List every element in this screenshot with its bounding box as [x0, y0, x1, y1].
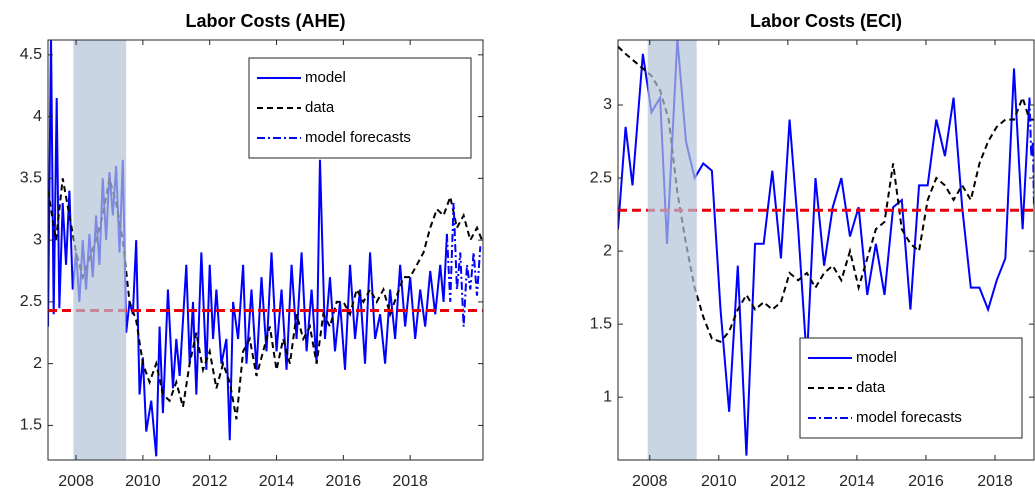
chart-title: Labor Costs (AHE)	[185, 11, 345, 31]
series-line	[445, 203, 482, 327]
shaded-region	[73, 40, 127, 460]
x-tick-label: 2014	[839, 473, 875, 490]
legend-label: data	[856, 379, 886, 396]
y-tick-label: 4	[33, 108, 42, 125]
x-tick-label: 2016	[908, 473, 944, 490]
series-line	[1028, 97, 1034, 208]
legend: model data model forecasts	[799, 337, 1023, 439]
y-tick-label: 2.5	[20, 293, 42, 310]
axes-box	[617, 39, 1035, 461]
x-tick-label: 2010	[701, 473, 737, 490]
y-tick-label: 2	[33, 355, 42, 372]
legend-box	[248, 57, 472, 159]
plot-area	[48, 40, 483, 460]
y-tick-label: 3	[33, 231, 42, 248]
x-tick-label: 2012	[192, 473, 228, 490]
chart-title: Labor Costs (ECI)	[750, 11, 902, 31]
shaded-region	[647, 40, 697, 460]
y-tick-label: 2	[603, 242, 612, 259]
y-tick-label: 2.5	[590, 169, 612, 186]
axes-box	[47, 39, 484, 461]
legend-label: data	[305, 99, 335, 116]
x-tick-label: 2012	[770, 473, 806, 490]
x-tick-label: 2008	[632, 473, 668, 490]
x-tick-label: 2018	[977, 473, 1013, 490]
y-tick-label: 3.5	[20, 170, 42, 187]
x-tick-label: 2016	[326, 473, 362, 490]
x-tick-label: 2018	[392, 473, 428, 490]
y-tick-label: 3	[603, 96, 612, 113]
x-tick-label: 2008	[58, 473, 94, 490]
legend-label: model forecasts	[856, 409, 962, 426]
y-tick-label: 1	[603, 388, 612, 405]
plot-area	[618, 40, 1034, 460]
legend-label: model forecasts	[305, 129, 411, 146]
x-tick-label: 2014	[259, 473, 295, 490]
legend-box	[799, 337, 1023, 439]
y-tick-label: 4.5	[20, 46, 42, 63]
legend: model data model forecasts	[248, 57, 472, 159]
legend-label: model	[856, 349, 897, 366]
y-tick-label: 1.5	[590, 315, 612, 332]
legend-label: model	[305, 69, 346, 86]
y-tick-label: 1.5	[20, 417, 42, 434]
x-tick-label: 2010	[125, 473, 161, 490]
